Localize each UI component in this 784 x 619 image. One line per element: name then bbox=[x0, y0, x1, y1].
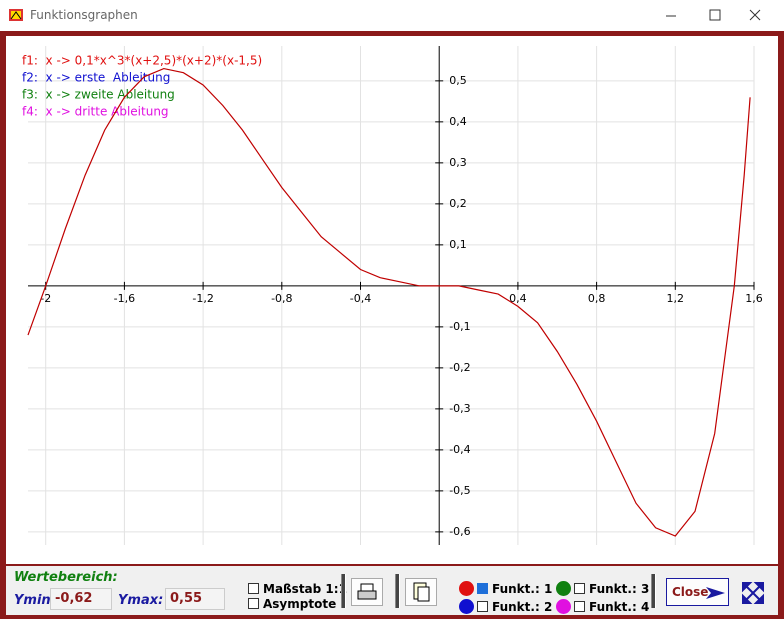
function-color bbox=[459, 581, 474, 596]
legend-entry: f3: x -> zweite Ableitung bbox=[22, 88, 175, 102]
chart: -2 -1,6 -1,2 -0,8 -0,4 0,4 0,8 1,2 1,6 0,5 0,4 0,3 0… bbox=[22, 46, 763, 545]
y-tick-label: 0,4 bbox=[449, 115, 467, 128]
x-tick-label: 1,2 bbox=[667, 292, 685, 305]
x-tick-label: -2 bbox=[40, 292, 51, 305]
function-color bbox=[459, 599, 474, 614]
separator bbox=[395, 574, 400, 608]
checkbox-label: Funkt.: 4 bbox=[589, 600, 650, 614]
range-label: Wertebereich: bbox=[14, 570, 118, 585]
x-tick-label: -0,4 bbox=[350, 292, 371, 305]
print-button[interactable] bbox=[351, 578, 383, 606]
checkbox[interactable] bbox=[574, 601, 585, 612]
ymin-input[interactable]: -0,62 bbox=[50, 588, 112, 610]
y-tick-label: 0,5 bbox=[449, 74, 467, 87]
plot-area: -2 -1,6 -1,2 -0,8 -0,4 0,4 0,8 1,2 1,6 0,5 0,4 0,3 0… bbox=[6, 36, 778, 564]
legend-entry: f2: x -> erste Ableitung bbox=[22, 71, 170, 85]
function-color bbox=[556, 599, 571, 614]
window-buttons[interactable] bbox=[660, 0, 784, 31]
y-tick-label: -0,3 bbox=[449, 402, 470, 415]
ymax-label: Ymax: bbox=[118, 593, 164, 608]
x-tick-label: 0,8 bbox=[588, 292, 606, 305]
close-button[interactable]: Close bbox=[666, 578, 729, 606]
close-icon bbox=[706, 587, 725, 599]
y-tick-label: 0,1 bbox=[449, 238, 467, 251]
y-tick-label: -0,6 bbox=[449, 525, 470, 538]
ymax-input[interactable]: 0,55 bbox=[165, 588, 225, 610]
y-tick-label: 0,3 bbox=[449, 156, 467, 169]
maximize-icon[interactable] bbox=[740, 580, 766, 606]
y-tick-label: -0,5 bbox=[449, 484, 470, 497]
x-tick-label: 1,6 bbox=[745, 292, 763, 305]
function-color bbox=[556, 581, 571, 596]
checkbox[interactable] bbox=[248, 583, 259, 594]
function-curve bbox=[27, 67, 751, 537]
y-tick-label: 0,2 bbox=[449, 197, 467, 210]
checkbox-label: Funkt.: 1 bbox=[492, 582, 553, 596]
checkbox-label: Maßstab 1:1 bbox=[263, 582, 347, 596]
legend-entry: f4: x -> dritte Ableitung bbox=[22, 105, 169, 119]
checkbox-label: Funkt.: 2 bbox=[492, 600, 553, 614]
title-bar: Funktionsgraphen bbox=[0, 0, 784, 31]
y-tick-label: -0,2 bbox=[449, 361, 470, 374]
checkbox[interactable] bbox=[574, 583, 585, 594]
window-title: Funktionsgraphen bbox=[30, 8, 138, 22]
checkbox-label: Funkt.: 3 bbox=[589, 582, 650, 596]
control-panel: Wertebereich: Ymin: -0,62 Ymax: 0,55 Maß… bbox=[6, 566, 778, 615]
separator bbox=[341, 574, 346, 608]
legend-entry: f1: x -> 0,1*x^3*(x+2,5)*(x+2)*(x-1,5) bbox=[22, 54, 262, 68]
checkbox[interactable] bbox=[248, 598, 259, 609]
separator bbox=[651, 574, 656, 608]
x-tick-label: -1,2 bbox=[192, 292, 213, 305]
checkbox[interactable] bbox=[477, 601, 488, 612]
ymin-label: Ymin: bbox=[14, 593, 56, 608]
print-icon bbox=[357, 583, 377, 600]
x-tick-label: 0,4 bbox=[509, 292, 527, 305]
y-tick-label: -0,1 bbox=[449, 320, 470, 333]
checkbox[interactable] bbox=[477, 583, 488, 594]
y-tick-label: -0,4 bbox=[449, 443, 470, 456]
close-label: Close bbox=[672, 585, 709, 599]
copy-button[interactable] bbox=[405, 578, 437, 606]
x-tick-label: -1,6 bbox=[114, 292, 135, 305]
checkbox-label: Asymptote bbox=[263, 597, 337, 611]
x-tick-label: -0,8 bbox=[271, 292, 292, 305]
copy-icon bbox=[413, 582, 430, 602]
app-icon bbox=[9, 9, 23, 21]
